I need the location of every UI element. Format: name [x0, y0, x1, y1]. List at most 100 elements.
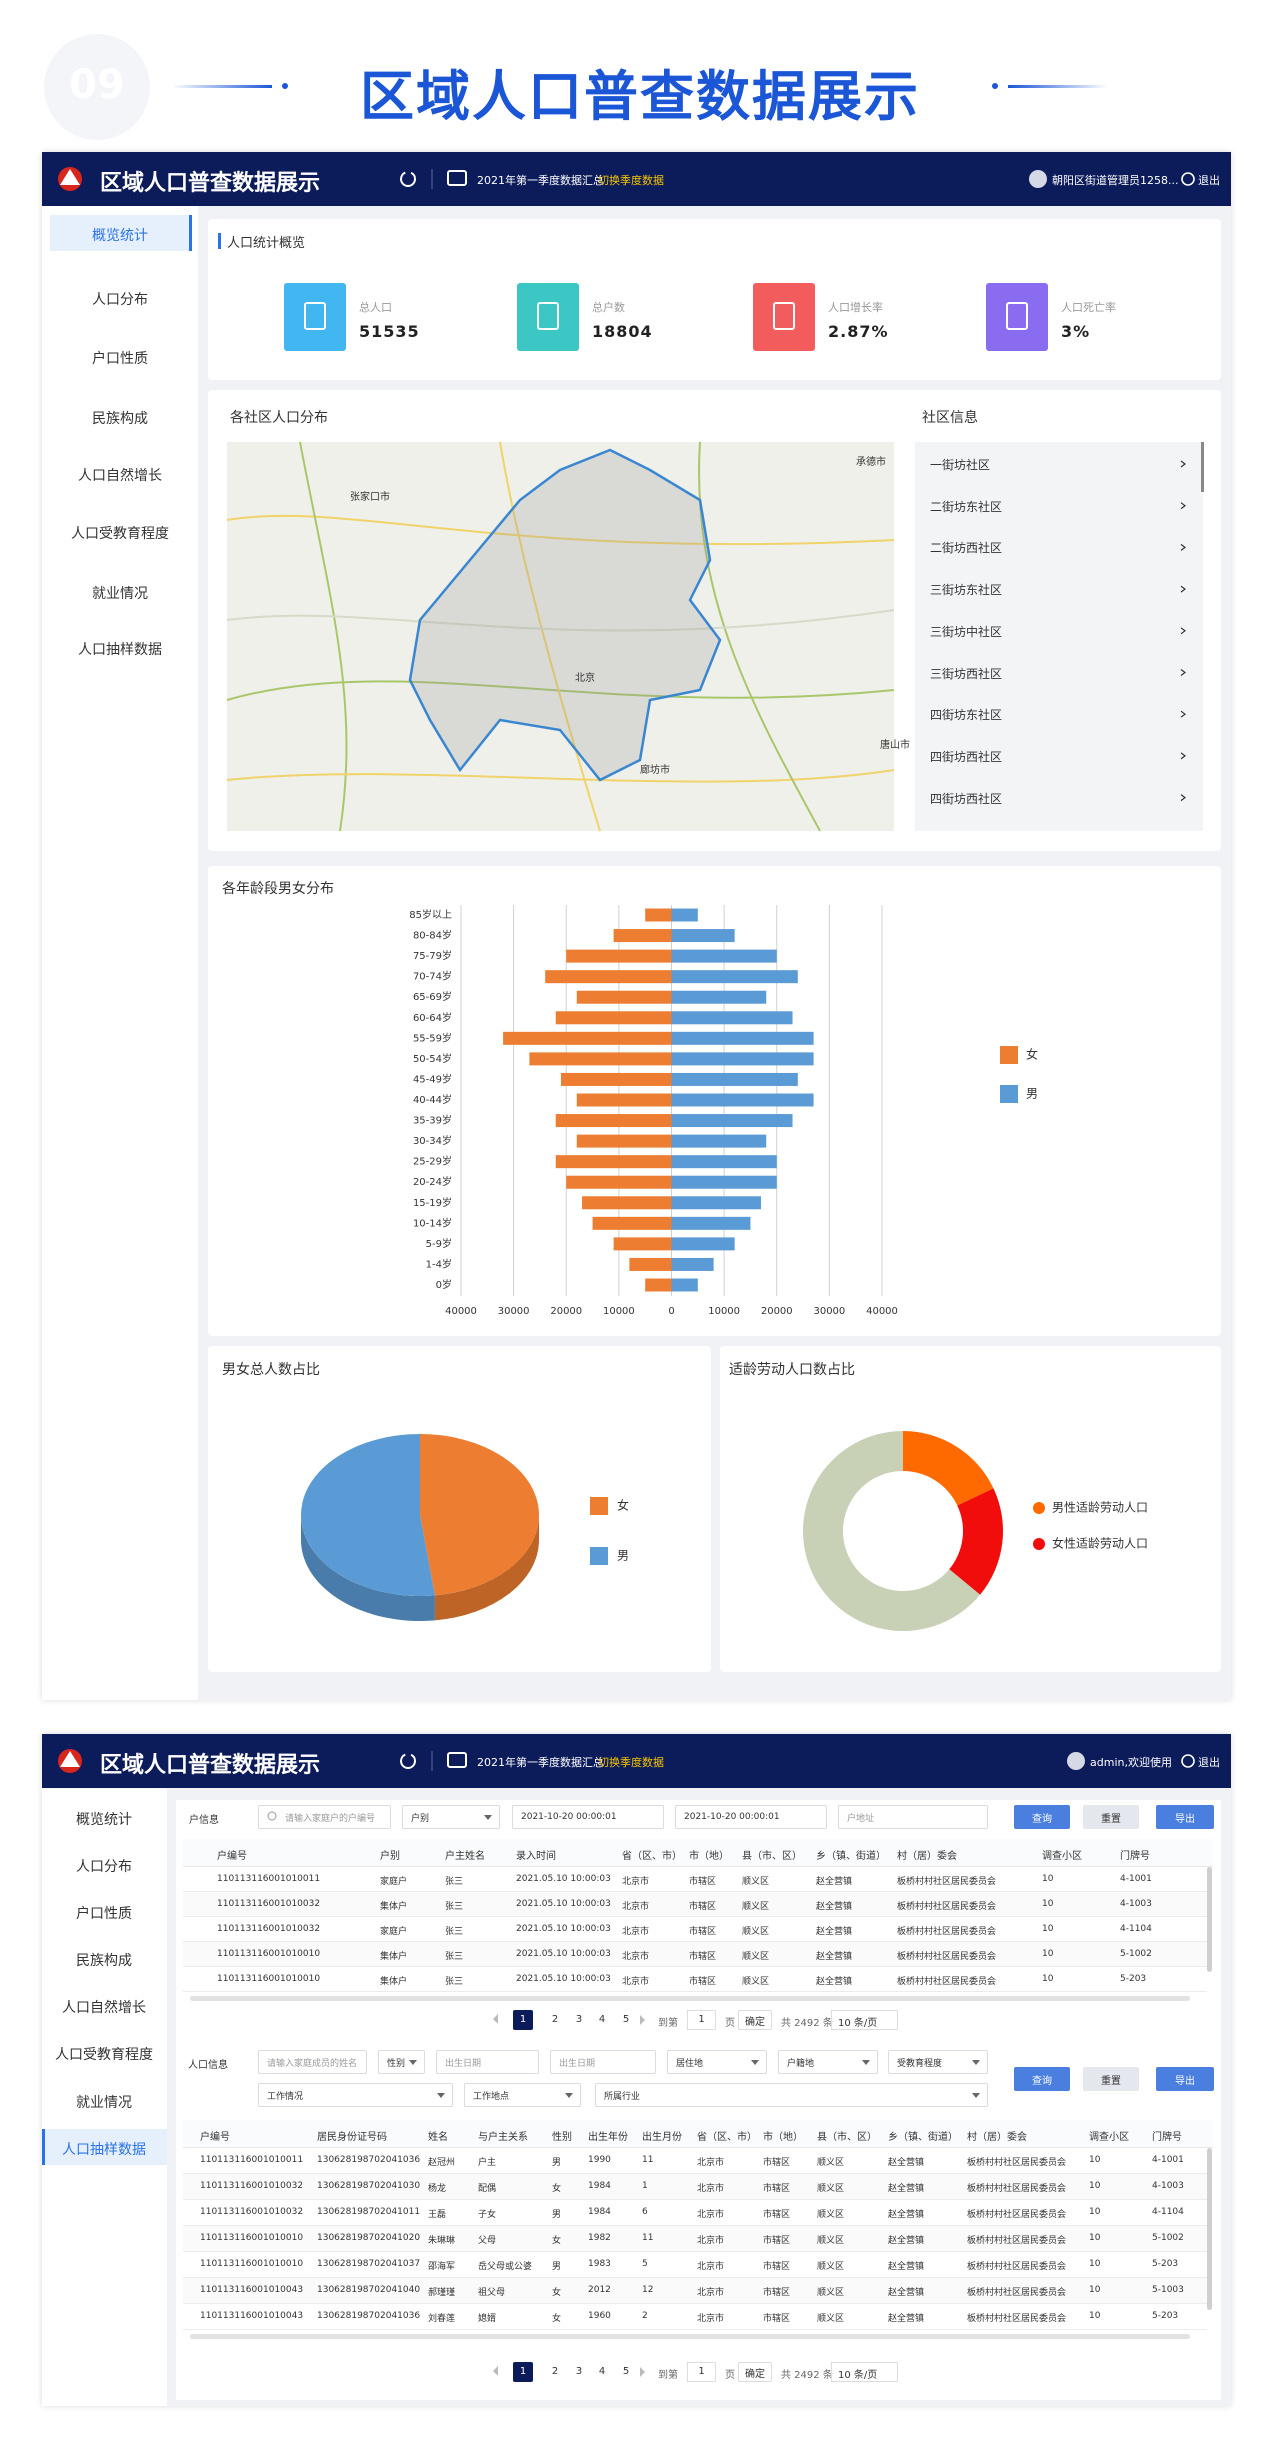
menu-item[interactable]: 人口自然增长	[62, 2000, 146, 2016]
community-item[interactable]: 四街坊西社区	[930, 749, 1003, 764]
menu-item[interactable]: 人口分布	[92, 292, 148, 308]
button[interactable]: 查询	[1014, 2067, 1070, 2091]
select[interactable]: 受教育程度	[888, 2050, 988, 2074]
input[interactable]: 请输入家庭成员的姓名	[258, 2050, 367, 2074]
select[interactable]: 工作情况	[258, 2083, 453, 2107]
page-size[interactable]: 10 条/页	[831, 2362, 898, 2382]
button[interactable]: 导出	[1156, 1805, 1214, 1829]
select[interactable]: 户别	[402, 1805, 500, 1829]
next[interactable]	[640, 2015, 645, 2025]
page-number[interactable]: 5	[622, 2014, 630, 2025]
period: 2021年第一季度数据汇总	[477, 1756, 604, 1769]
table-row	[183, 2148, 1207, 2174]
menu-item[interactable]: 人口受教育程度	[71, 526, 169, 542]
select[interactable]: 工作地点	[464, 2083, 581, 2107]
community-item[interactable]: 二街坊西社区	[930, 541, 1003, 556]
table-row	[183, 2226, 1207, 2252]
banner-dot-right	[992, 83, 998, 89]
community-item[interactable]: 四街坊西社区	[930, 791, 1003, 806]
community-item[interactable]: 二街坊东社区	[930, 499, 1003, 514]
button[interactable]: 重置	[1083, 2067, 1139, 2091]
menu-item[interactable]: 概览统计	[92, 228, 148, 244]
select[interactable]: 所属行业	[595, 2083, 988, 2107]
cell: 10	[1089, 2233, 1101, 2243]
menu-item[interactable]: 民族构成	[76, 1953, 132, 1969]
stat-value: 2.87%	[828, 322, 889, 341]
next[interactable]	[640, 2367, 645, 2377]
prev[interactable]	[493, 2366, 498, 2376]
select[interactable]: 性别	[378, 2050, 425, 2074]
community-item[interactable]: 三街坊中社区	[930, 624, 1003, 639]
confirm[interactable]: 确定	[738, 2010, 772, 2030]
page-input[interactable]: 1	[687, 2010, 716, 2030]
column-header: 户编号	[200, 2132, 230, 2143]
page-number[interactable]: 2	[551, 2014, 559, 2025]
prev[interactable]	[493, 2014, 498, 2024]
page-number[interactable]: 1	[519, 2366, 527, 2377]
page-number[interactable]: 4	[598, 2014, 606, 2025]
page-number[interactable]: 1	[519, 2014, 527, 2025]
menu-item[interactable]: 人口受教育程度	[55, 2047, 153, 2063]
switch-period[interactable]: 切换季度数据	[598, 1756, 664, 1769]
select-arrow	[862, 2060, 870, 2065]
cell: 媳婿	[478, 2314, 497, 2324]
switch-period[interactable]: 切换季度数据	[598, 174, 664, 187]
community-item[interactable]: 一街坊社区	[930, 458, 991, 472]
input[interactable]: 出生日期	[436, 2050, 539, 2074]
page-number[interactable]: 3	[575, 2366, 583, 2377]
input[interactable]: 户地址	[838, 1805, 988, 1829]
page-input[interactable]: 1	[687, 2362, 716, 2382]
cell: 110113116001010011	[200, 2155, 304, 2165]
cell: 110113116001010010	[200, 2259, 304, 2269]
table-head	[183, 1839, 1213, 1867]
cell: 赵全营镇	[816, 1926, 853, 1937]
menu-active	[50, 215, 192, 251]
cell: 顺义区	[742, 1976, 770, 1987]
logout[interactable]: 退出	[1198, 1756, 1220, 1769]
cell: 5-203	[1152, 2311, 1179, 2321]
cell: 顺义区	[817, 2314, 845, 2324]
v-scrollbar	[1207, 2148, 1212, 2310]
community-item[interactable]: 三街坊东社区	[930, 583, 1003, 598]
page-size[interactable]: 10 条/页	[831, 2010, 898, 2030]
button[interactable]: 导出	[1156, 2067, 1214, 2091]
cell: 赵全营镇	[888, 2314, 925, 2324]
menu-item[interactable]: 户口性质	[76, 1906, 132, 1922]
table-head	[183, 2120, 1213, 2148]
menu-item[interactable]: 户口性质	[92, 351, 148, 367]
select[interactable]: 户籍地	[778, 2050, 878, 2074]
select-arrow	[409, 2060, 417, 2065]
button[interactable]: 查询	[1014, 1805, 1070, 1829]
input[interactable]: 2021-10-20 00:00:01	[675, 1805, 827, 1829]
cell: 郝瑾瑾	[428, 2288, 456, 2298]
menu-item[interactable]: 人口分布	[76, 1859, 132, 1875]
cell: 杨龙	[428, 2184, 447, 2194]
cell: 市辖区	[763, 2158, 791, 2168]
table-row	[183, 1967, 1207, 1992]
menu-item[interactable]: 人口抽样数据	[78, 642, 162, 658]
community-item[interactable]: 四街坊东社区	[930, 708, 1003, 723]
cell: 赵全营镇	[888, 2262, 925, 2272]
input[interactable]: 请输入家庭户的户编号	[258, 1805, 391, 1829]
select[interactable]: 居住地	[667, 2050, 767, 2074]
page-number[interactable]: 4	[598, 2366, 606, 2377]
button[interactable]: 重置	[1083, 1805, 1139, 1829]
menu-item[interactable]: 民族构成	[92, 411, 148, 427]
input[interactable]: 2021-10-20 00:00:01	[512, 1805, 664, 1829]
page-number[interactable]: 5	[622, 2366, 630, 2377]
cell: 1960	[588, 2311, 611, 2321]
menu-item[interactable]: 概览统计	[76, 1812, 132, 1828]
menu-item[interactable]: 人口自然增长	[78, 468, 162, 484]
menu-item[interactable]: 就业情况	[92, 586, 148, 602]
input[interactable]: 出生日期	[550, 2050, 656, 2074]
community-item[interactable]: 三街坊西社区	[930, 666, 1003, 681]
stat-value: 18804	[592, 322, 653, 341]
logout[interactable]: 退出	[1198, 174, 1220, 187]
page-number[interactable]: 2	[551, 2366, 559, 2377]
menu-item[interactable]: 人口抽样数据	[62, 2142, 146, 2158]
cell: 父母	[478, 2236, 497, 2246]
confirm[interactable]: 确定	[738, 2362, 772, 2382]
cell: 市辖区	[763, 2288, 791, 2298]
page-number[interactable]: 3	[575, 2014, 583, 2025]
menu-item[interactable]: 就业情况	[76, 2095, 132, 2111]
